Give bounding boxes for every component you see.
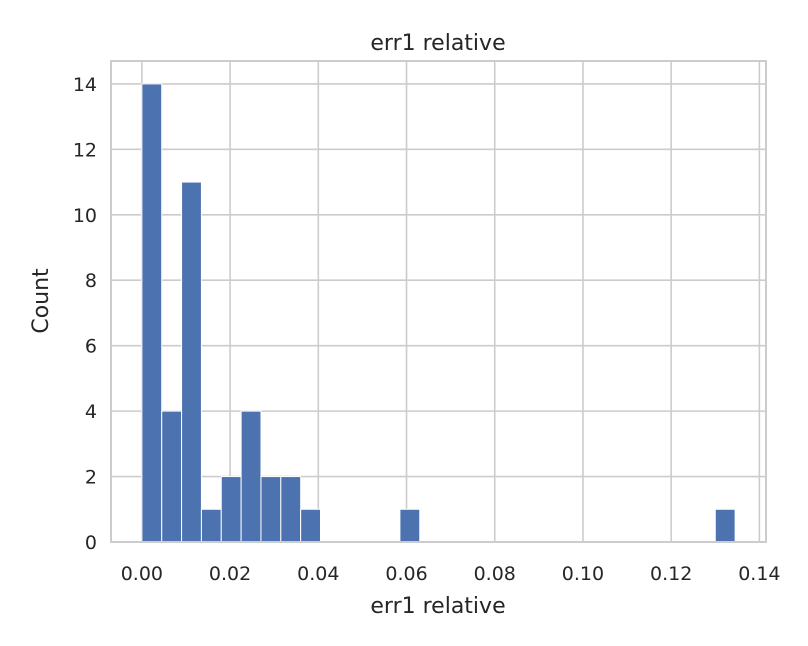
histogram-bar (714, 508, 736, 543)
y-tick-label: 14 (73, 74, 97, 96)
histogram-bar (240, 410, 262, 543)
x-axis-label: err1 relative (370, 594, 505, 619)
y-tick-label: 10 (73, 205, 97, 227)
x-tick-label: 0.08 (474, 563, 516, 585)
bars (141, 83, 736, 543)
histogram-bar (280, 476, 302, 543)
y-tick-label: 8 (85, 270, 97, 292)
x-tick-label: 0.14 (738, 563, 780, 585)
y-tick-label: 0 (85, 532, 97, 554)
plot-frame (110, 60, 767, 543)
x-tick-label: 0.12 (650, 563, 692, 585)
y-tick-label: 4 (85, 401, 97, 423)
histogram-bar (260, 476, 282, 543)
y-axis-label: Count (29, 268, 54, 334)
x-tick-label: 0.04 (297, 563, 339, 585)
x-tick-label: 0.02 (209, 563, 251, 585)
y-tick-label: 6 (85, 336, 97, 358)
histogram-bar (181, 181, 202, 543)
histogram-bar (200, 508, 222, 543)
grid (111, 61, 766, 543)
histogram-bar (300, 508, 322, 543)
x-tick-labels: 0.00 0.02 0.04 0.06 0.08 0.10 0.12 0.14 (121, 563, 781, 585)
y-tick-label: 2 (85, 467, 97, 489)
x-tick-label: 0.00 (121, 563, 163, 585)
histogram-bar (161, 410, 183, 543)
histogram-bar (141, 83, 163, 543)
y-tick-label: 12 (73, 139, 97, 161)
y-tick-labels: 0 2 4 6 8 10 12 14 (73, 74, 97, 554)
histogram-bar (220, 476, 242, 543)
histogram-bar (399, 508, 421, 543)
x-tick-label: 0.10 (562, 563, 604, 585)
x-tick-label: 0.06 (385, 563, 427, 585)
chart-title: err1 relative (370, 31, 505, 56)
